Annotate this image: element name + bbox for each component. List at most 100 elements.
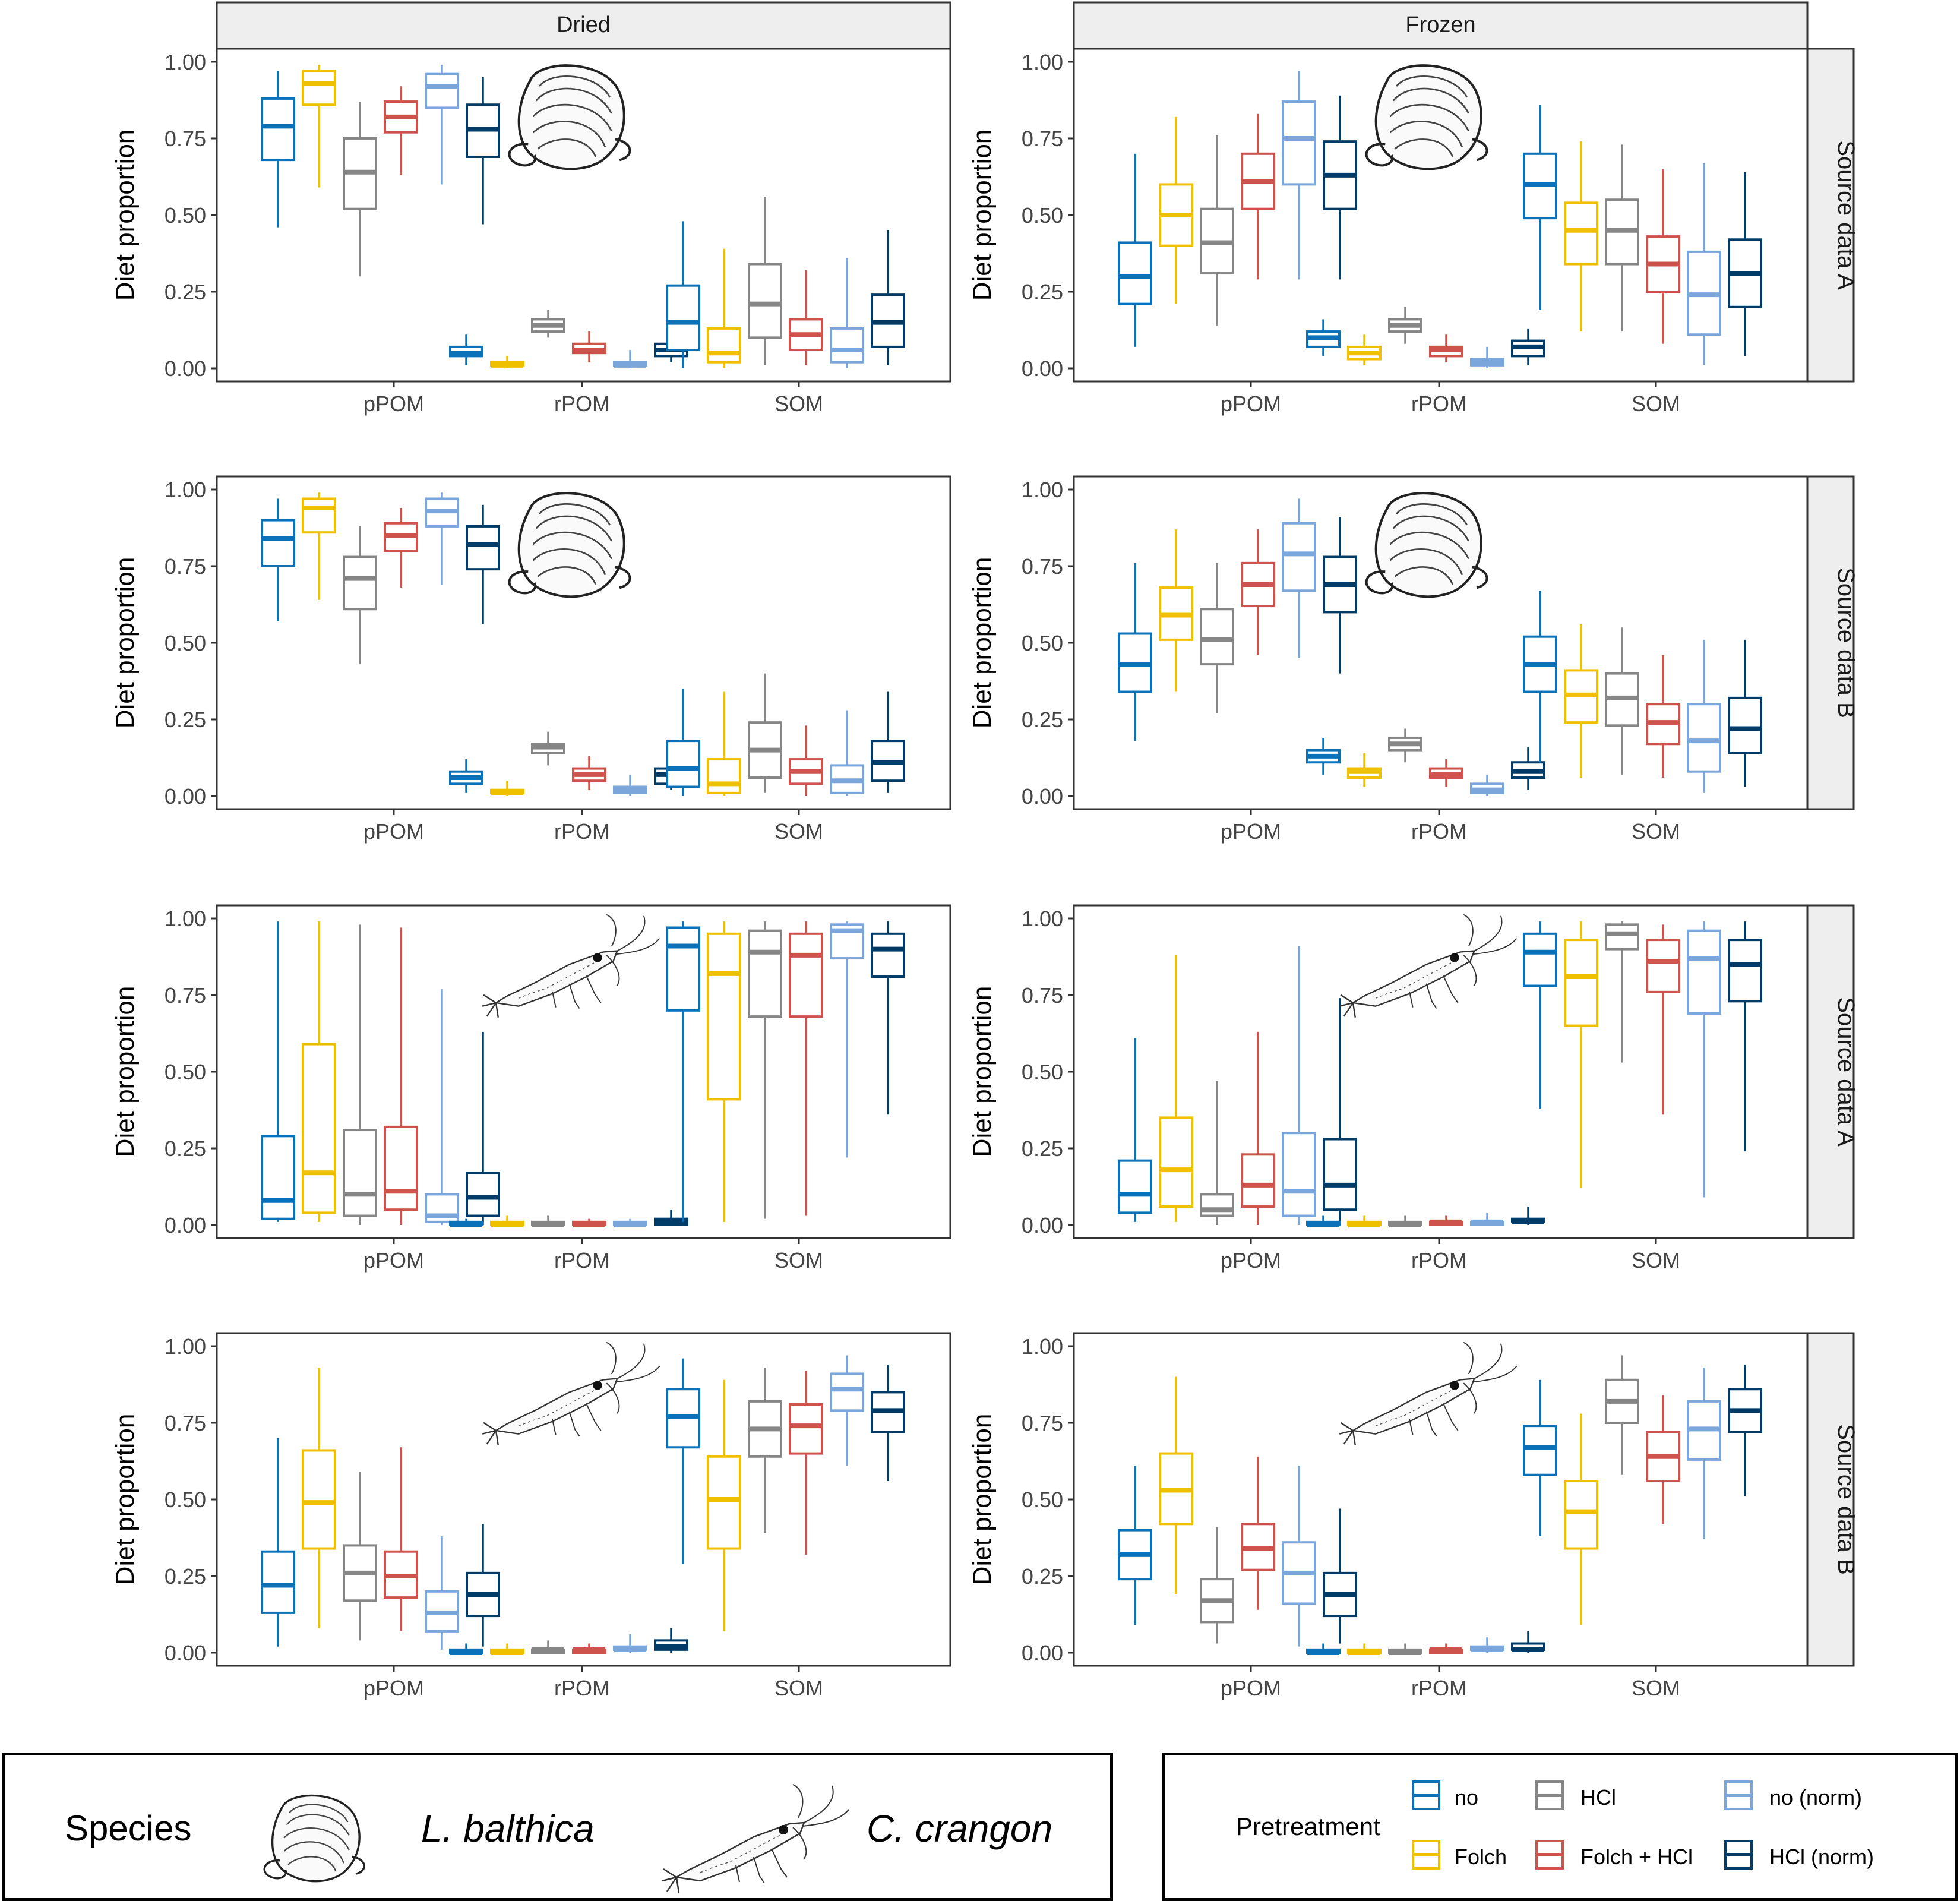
y-tick-label: 0.50 — [1022, 1060, 1063, 1084]
box — [666, 689, 700, 796]
x-tick-label: SOM — [1632, 819, 1680, 844]
box — [572, 756, 606, 790]
box — [1159, 116, 1193, 304]
x-tick-label: SOM — [1632, 1248, 1680, 1273]
box — [531, 1640, 565, 1654]
species-label-shrimp: C. crangon — [867, 1807, 1053, 1850]
x-tick-label: pPOM — [1221, 819, 1281, 844]
y-axis-title: Diet proportion — [968, 557, 997, 729]
box — [1241, 113, 1275, 280]
y-tick-label: 1.00 — [165, 50, 206, 74]
panel: 0.00 0.25 0.50 0.75 1.00 Diet proportion pPOM r… — [968, 1332, 1859, 1700]
x-tick-label: pPOM — [1221, 1248, 1281, 1273]
box-body — [466, 525, 500, 571]
box — [1282, 946, 1316, 1225]
box-body — [302, 497, 336, 534]
row-strip-label: Source data A — [1833, 997, 1859, 1147]
y-tick-label: 1.00 — [1022, 1334, 1063, 1359]
box — [1511, 1207, 1545, 1225]
y-axis-title: Diet proportion — [968, 986, 997, 1158]
legend-label-folch: Folch — [1455, 1845, 1507, 1869]
box — [384, 507, 418, 588]
box — [572, 1643, 606, 1654]
box-body — [789, 1403, 823, 1455]
y-axis-title: Diet proportion — [110, 557, 140, 729]
row-strip-label: Source data B — [1833, 567, 1859, 718]
box — [1159, 955, 1193, 1222]
y-axis-title: Diet proportion — [110, 130, 140, 301]
box-body — [1687, 929, 1721, 1015]
box — [830, 921, 864, 1158]
box — [1511, 328, 1545, 365]
y-tick-label: 0.50 — [165, 1488, 206, 1512]
box — [449, 1643, 483, 1655]
box-body — [871, 932, 905, 978]
y-tick-label: 0.75 — [165, 1411, 206, 1435]
box-body — [1564, 201, 1598, 266]
y-tick-label: 0.25 — [165, 708, 206, 732]
panel: 0.00 0.25 0.50 0.75 1.00 Diet proportion pPOM r… — [110, 48, 951, 416]
row-strip — [1806, 1332, 1855, 1667]
box — [1646, 924, 1680, 1115]
y-tick-label: 0.50 — [165, 1060, 206, 1084]
box-body — [1323, 1138, 1357, 1211]
box — [1564, 1413, 1598, 1625]
box — [531, 1215, 565, 1227]
y-tick-label: 0.25 — [1022, 708, 1063, 732]
box — [490, 1215, 524, 1227]
box — [613, 1634, 647, 1653]
x-tick-label: pPOM — [1221, 391, 1281, 416]
box — [666, 221, 700, 368]
y-tick-label: 0.25 — [1022, 1564, 1063, 1589]
box-body — [1200, 1193, 1234, 1217]
y-tick-label: 0.75 — [1022, 127, 1063, 151]
row-strip — [1806, 48, 1855, 383]
legend-key-no-norm — [1724, 1780, 1753, 1810]
box — [1200, 135, 1234, 326]
box — [343, 924, 377, 1225]
box — [302, 1368, 336, 1628]
box — [707, 691, 741, 796]
box — [466, 504, 500, 625]
box-body — [1523, 932, 1557, 987]
y-tick-label: 1.00 — [1022, 478, 1063, 502]
box-body — [1687, 703, 1721, 773]
box-body — [1200, 608, 1234, 666]
box-body — [1282, 1132, 1316, 1217]
box-body — [1523, 1425, 1557, 1476]
box — [1564, 624, 1598, 778]
box — [1646, 169, 1680, 344]
box-body — [261, 97, 295, 162]
figure: Dried Frozen 0.00 0.25 0.50 0.75 1.00 Diet prop… — [110, 1, 1859, 1700]
box — [707, 248, 741, 368]
x-tick-label: SOM — [1632, 1676, 1680, 1700]
box — [1564, 921, 1598, 1189]
y-tick-label: 1.00 — [165, 1334, 206, 1359]
box — [1511, 747, 1545, 790]
box — [302, 65, 336, 188]
box — [1429, 1643, 1463, 1654]
y-tick-label: 0.50 — [165, 203, 206, 228]
box — [654, 1210, 688, 1226]
box — [1306, 1215, 1341, 1227]
box — [830, 1355, 864, 1466]
x-tick-label: SOM — [1632, 391, 1680, 416]
box — [666, 1358, 700, 1564]
box — [789, 270, 823, 365]
legend-key-hcl — [1535, 1780, 1564, 1810]
box — [466, 1524, 500, 1647]
box — [1323, 998, 1357, 1225]
box — [1347, 334, 1382, 365]
x-tick-label: pPOM — [363, 1248, 424, 1273]
x-tick-label: pPOM — [1221, 1676, 1281, 1700]
y-tick-label: 0.25 — [165, 280, 206, 304]
box — [1118, 1466, 1152, 1625]
box — [1511, 1631, 1545, 1653]
y-tick-label: 1.00 — [1022, 907, 1063, 931]
y-tick-label: 0.00 — [165, 1641, 206, 1665]
x-tick-label: pPOM — [363, 391, 424, 416]
box — [1687, 639, 1721, 793]
box — [1687, 921, 1721, 1198]
box-body — [302, 70, 336, 106]
x-tick-label: rPOM — [554, 1676, 610, 1700]
